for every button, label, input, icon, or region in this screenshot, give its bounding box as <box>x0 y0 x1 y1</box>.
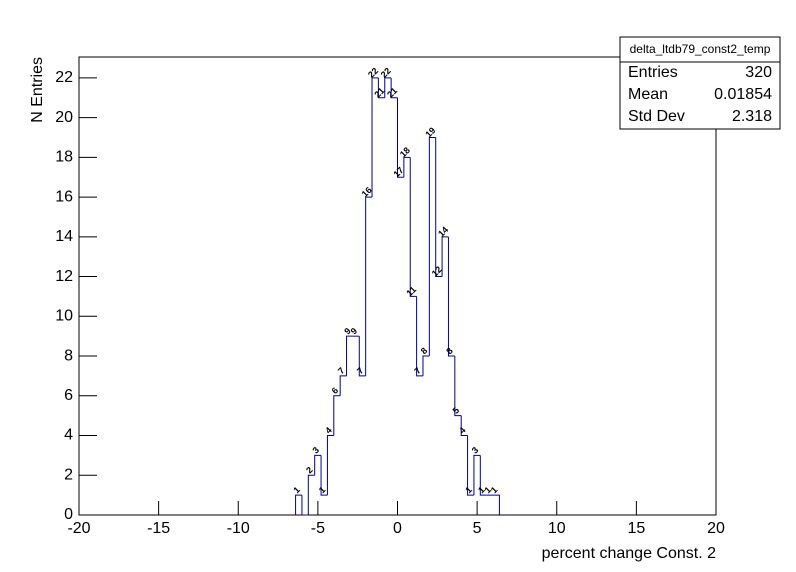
bin-label: 17 <box>391 165 405 179</box>
stats-value: 2.318 <box>732 108 772 125</box>
x-tick-label: -10 <box>227 520 250 537</box>
y-tick-label: 16 <box>55 188 73 205</box>
bin-label: 6 <box>330 385 341 396</box>
x-tick-label: -20 <box>67 520 90 537</box>
histogram-bin <box>326 435 334 496</box>
y-tick-label: 4 <box>64 427 73 444</box>
x-tick-label: -5 <box>311 520 325 537</box>
histogram-bin <box>422 355 430 376</box>
bin-label: 5 <box>451 405 462 416</box>
histogram-bin <box>371 77 379 198</box>
y-tick-label: 18 <box>55 149 73 166</box>
stats-label: Std Dev <box>628 108 685 125</box>
x-tick-label: -15 <box>147 520 170 537</box>
histogram-bin <box>333 395 341 436</box>
bin-label: 3 <box>310 445 321 456</box>
x-tick-label: 20 <box>707 520 725 537</box>
histogram-bin <box>384 77 392 98</box>
bin-label: 22 <box>379 66 393 80</box>
y-tick-label: 20 <box>55 109 73 126</box>
histogram-bin <box>467 435 474 496</box>
histogram-bin <box>441 236 449 277</box>
bin-label: 1 <box>482 485 493 496</box>
histogram-bin <box>460 415 468 437</box>
bin-label: 8 <box>444 346 455 357</box>
histogram-bin <box>479 455 487 496</box>
bin-label: 4 <box>457 425 468 436</box>
histogram-bin <box>390 77 398 99</box>
bin-label: 1 <box>291 485 302 496</box>
histogram-bin <box>301 495 309 516</box>
histogram-bin <box>295 494 302 515</box>
bin-label: 7 <box>336 365 347 376</box>
y-tick-label: 14 <box>55 228 73 245</box>
histogram-bin <box>307 474 315 515</box>
histogram-bin <box>346 335 353 376</box>
bin-label: 2 <box>304 465 315 476</box>
histogram-bin <box>454 356 462 417</box>
y-tick-label: 22 <box>55 69 73 86</box>
histogram-bin <box>409 157 417 297</box>
stats-value: 320 <box>745 64 772 81</box>
histogram-bin <box>320 455 328 496</box>
y-tick-label: 0 <box>64 506 73 523</box>
x-axis-label: percent change Const. 2 <box>542 545 716 562</box>
histogram-bin <box>339 375 347 396</box>
y-axis-label: N Entries <box>29 57 46 123</box>
y-tick-label: 8 <box>64 347 73 364</box>
histogram-bin <box>358 336 366 377</box>
x-tick-label: 0 <box>393 520 402 537</box>
bin-label: 3 <box>470 445 481 456</box>
histogram-bin <box>473 454 481 496</box>
histogram-bin <box>365 196 373 376</box>
histogram-bin <box>435 137 443 278</box>
y-tick-label: 12 <box>55 268 73 285</box>
stats-frame <box>619 36 781 130</box>
bin-label: 22 <box>366 66 380 80</box>
bin-label: 19 <box>423 125 437 139</box>
histogram-bin <box>314 454 322 476</box>
bin-label: 7 <box>355 365 366 376</box>
x-tick-label: 15 <box>627 520 645 537</box>
bin-label: 1 <box>317 485 328 496</box>
stats-label: Mean <box>628 86 668 103</box>
histogram-bin <box>416 296 423 377</box>
stats-value: 0.01854 <box>714 86 772 103</box>
bin-label: 7 <box>412 365 423 376</box>
histogram-bin <box>428 136 436 357</box>
bin-label: 1 <box>476 485 487 496</box>
y-tick-label: 10 <box>55 308 73 325</box>
stats-title: delta_ltdb79_const2_temp <box>630 42 771 56</box>
bin-label: 4 <box>323 425 334 436</box>
stats-box: delta_ltdb79_const2_temp Entries 320 Mean 0… <box>619 36 781 130</box>
histogram-bin <box>447 236 455 357</box>
bin-label: 1 <box>489 485 500 496</box>
bin-label: 1 <box>463 485 474 496</box>
histogram-bin <box>493 494 500 515</box>
bin-label: 9 <box>342 326 353 337</box>
bin-label: 8 <box>419 346 430 357</box>
y-tick-label: 6 <box>64 387 73 404</box>
bin-label: 9 <box>349 326 360 337</box>
y-tick-label: 2 <box>64 466 73 483</box>
histogram-bin <box>403 156 411 178</box>
histogram-bin <box>377 77 385 99</box>
bin-label: 16 <box>360 185 374 199</box>
x-tick-label: 5 <box>473 520 482 537</box>
histogram-bin <box>397 97 404 178</box>
x-tick-label: 10 <box>548 520 566 537</box>
stats-label: Entries <box>628 64 678 81</box>
bin-label: 14 <box>436 225 450 239</box>
